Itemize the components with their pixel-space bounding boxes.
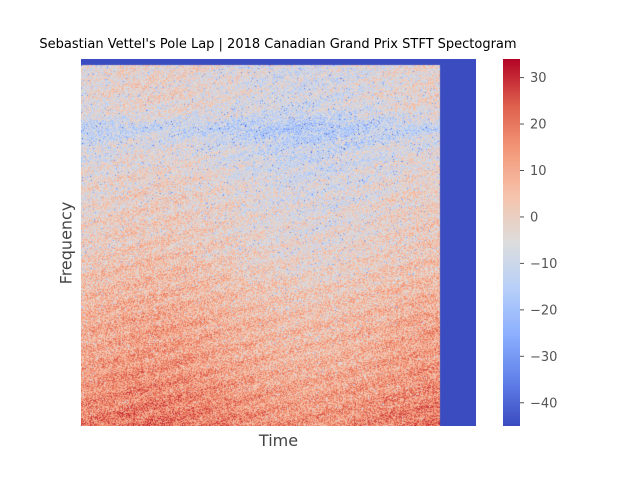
- colorbar-tick-label: −10: [530, 257, 557, 272]
- x-axis-label: Time: [258, 431, 299, 450]
- colorbar-tick-label: 0: [530, 210, 538, 225]
- colorbar-tick-label: 10: [530, 164, 547, 179]
- colorbar-tick-label: −30: [530, 350, 557, 365]
- spectrogram-heatmap: [81, 59, 476, 426]
- y-axis-label: Frequency: [56, 201, 76, 285]
- colorbar-tick-label: 30: [530, 71, 547, 86]
- colorbar: [503, 59, 520, 426]
- colorbar-ticks: 30 20 10 0 −10 −20 −30 −40: [520, 71, 557, 411]
- colorbar-tick-label: 20: [530, 118, 547, 133]
- colorbar-tick-label: −20: [530, 303, 557, 318]
- colorbar-tick-label: −40: [530, 396, 557, 411]
- chart-title: Sebastian Vettel's Pole Lap | 2018 Canad…: [39, 37, 517, 52]
